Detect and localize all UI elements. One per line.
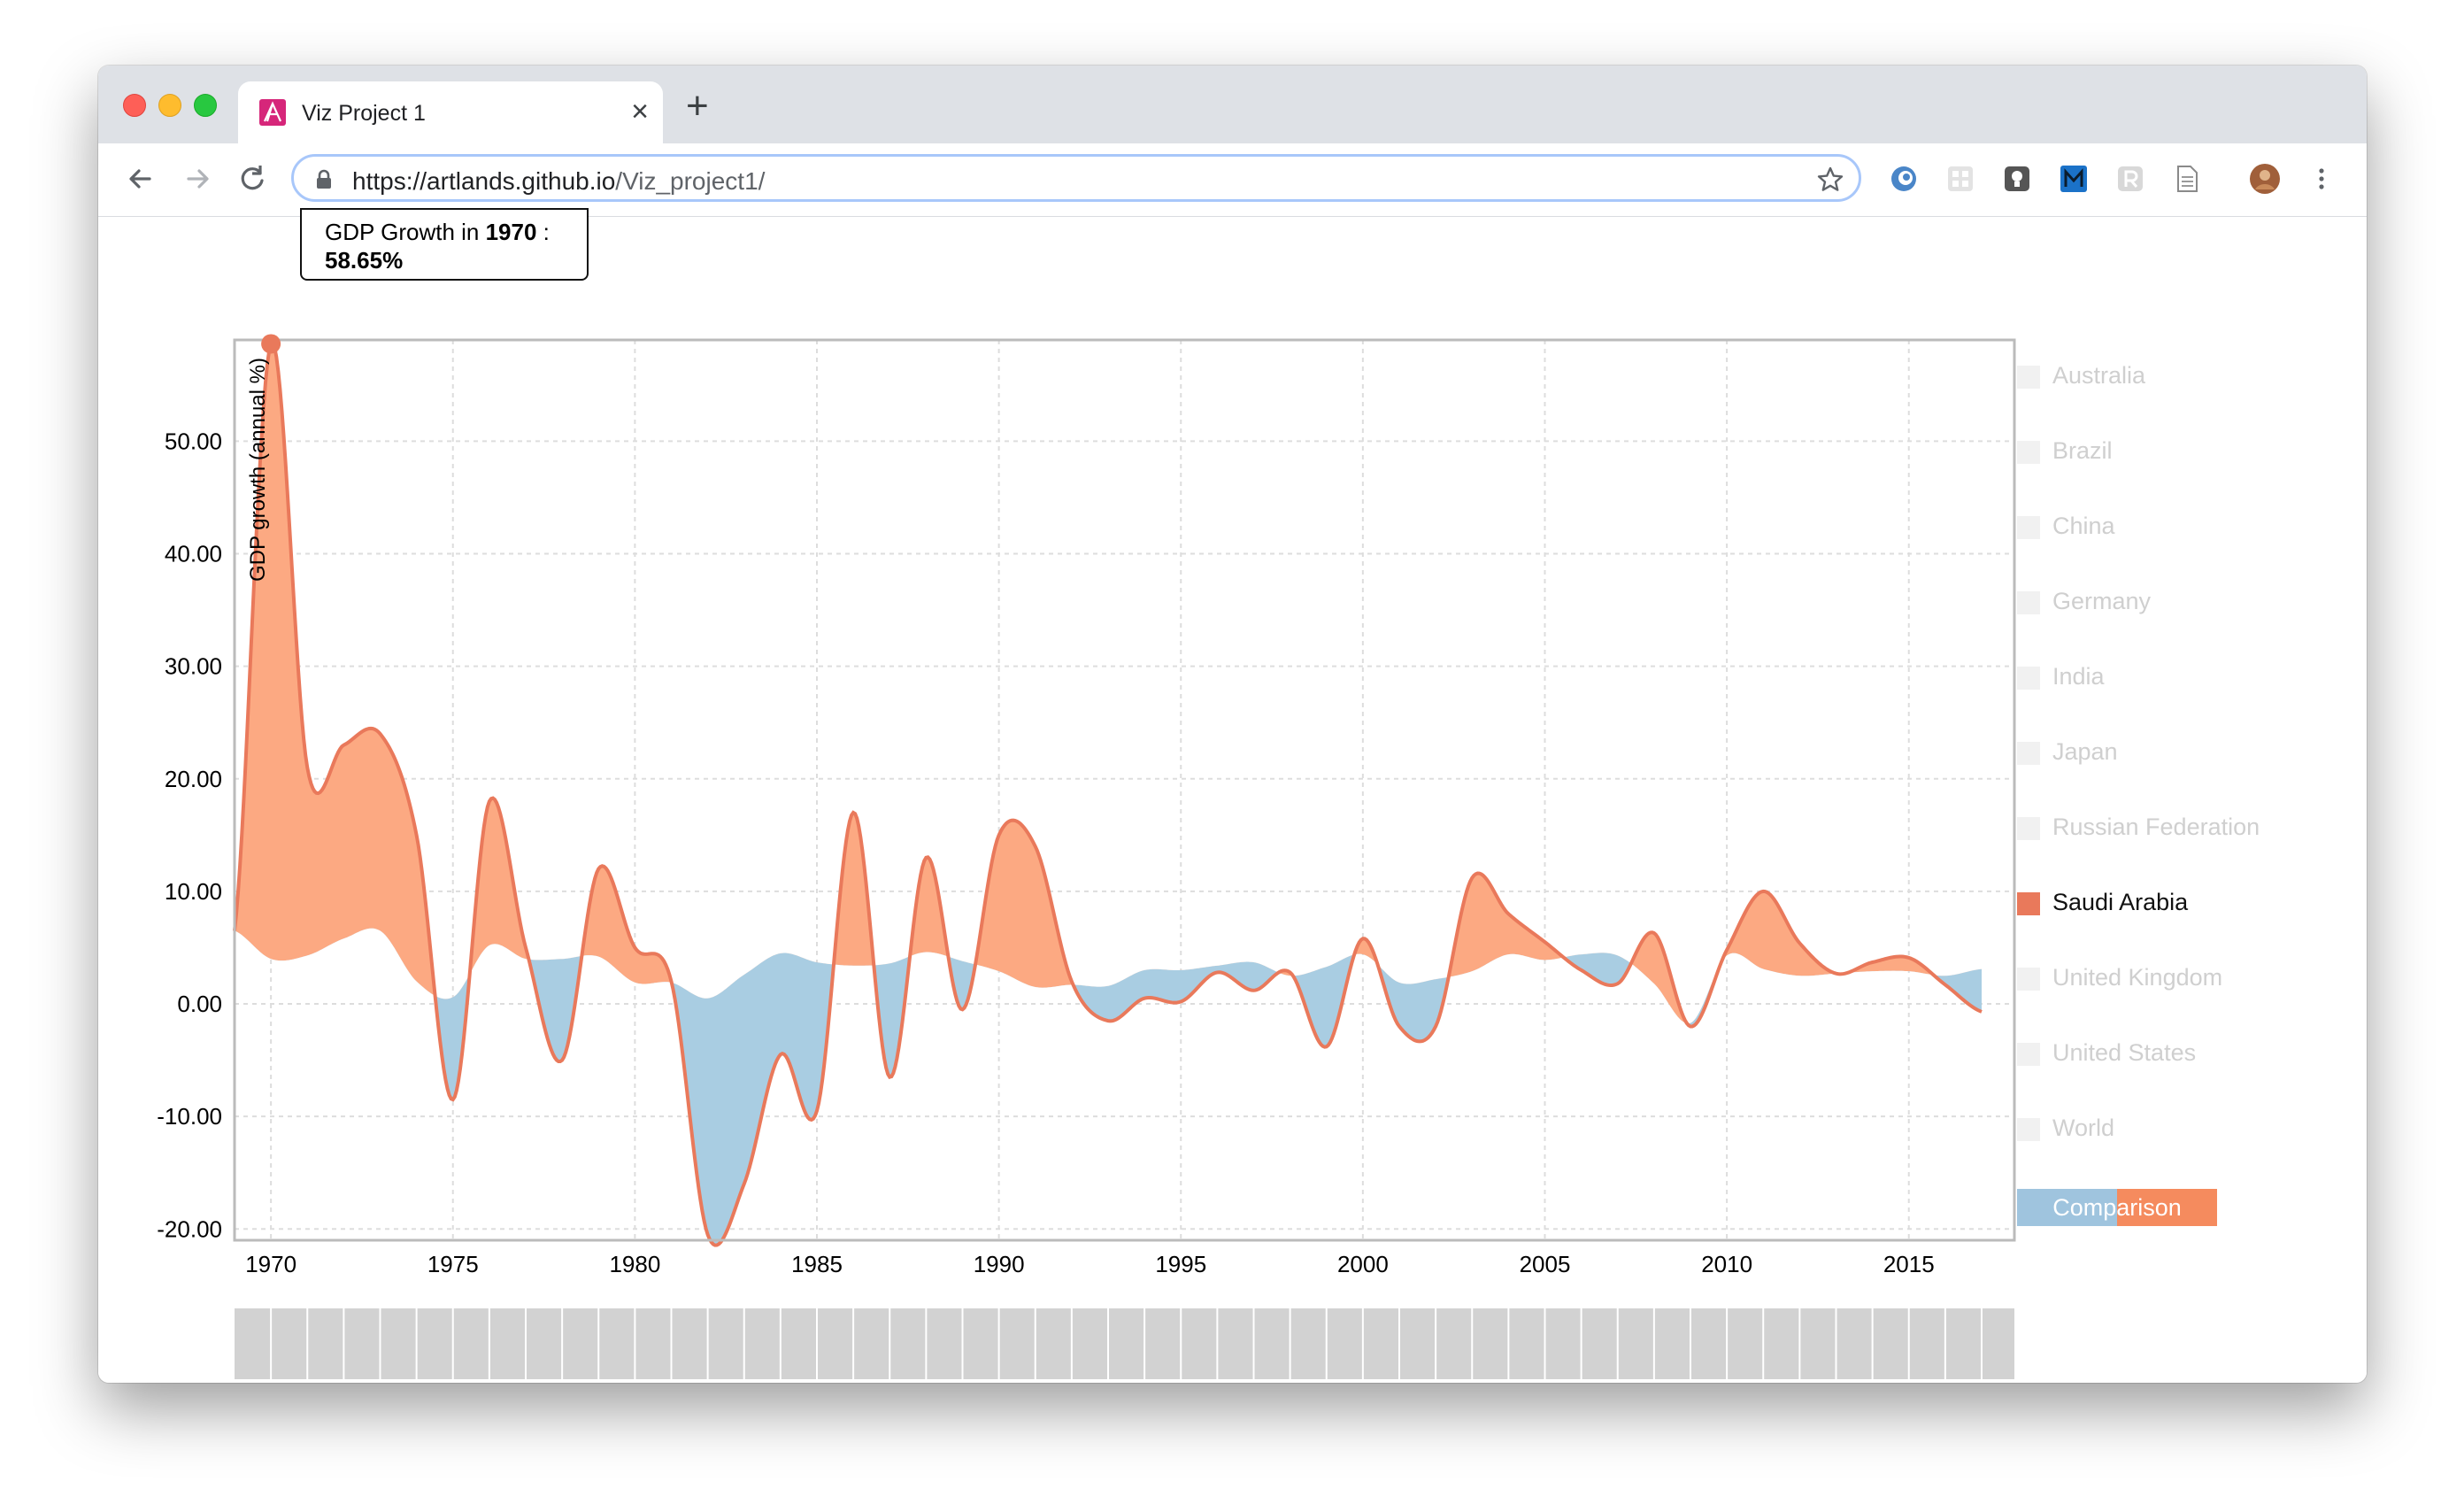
area-above-comparison <box>235 343 1982 1024</box>
highlight-point-layer <box>261 334 281 354</box>
x-tick-label: 1970 <box>245 1251 296 1277</box>
legend-label: India <box>2052 663 2105 690</box>
x-tick-label: 2000 <box>1337 1251 1389 1277</box>
y-tick-label: 0.00 <box>177 991 222 1017</box>
legend-label: Brazil <box>2052 437 2113 464</box>
tooltip-suffix: : <box>536 219 550 245</box>
close-window-button[interactable] <box>123 94 146 117</box>
y-tick-label: 20.00 <box>165 766 222 792</box>
x-tick-label: 1980 <box>609 1251 660 1277</box>
y-tick-label: 50.00 <box>165 428 222 454</box>
chart-grid <box>235 340 2014 1240</box>
x-tick-label: 2010 <box>1701 1251 1752 1277</box>
legend-label: Saudi Arabia <box>2052 889 2189 915</box>
legend-label: United States <box>2052 1039 2197 1066</box>
gdp-growth-chart: -20.00 -10.00 0.00 10.00 20.00 30.00 40.00 50.0… <box>157 334 2016 1383</box>
lock-icon <box>317 169 331 189</box>
legend-checkbox[interactable] <box>2017 667 2040 690</box>
legend-label: United Kingdom <box>2052 964 2223 991</box>
y-axis-label: GDP growth (annual %) <box>246 358 270 582</box>
legend-checkbox[interactable] <box>2017 742 2040 765</box>
extension-grid-icon[interactable] <box>1944 163 1976 195</box>
y-tick-label: 10.00 <box>165 878 222 905</box>
browser-tab[interactable]: Viz Project 1 × <box>238 81 663 143</box>
legend-checkbox[interactable] <box>2017 591 2040 614</box>
legend-label: World <box>2052 1115 2115 1141</box>
bookmark-star-icon[interactable] <box>1816 166 1844 194</box>
y-tick-label: 40.00 <box>165 541 222 567</box>
extension-swirl-icon[interactable] <box>1888 163 1920 195</box>
browser-menu-icon[interactable] <box>2306 163 2337 195</box>
legend-checkbox[interactable] <box>2017 968 2040 991</box>
x-axis: 1970 1975 1980 1985 1990 1995 2000 2005 2010 2015 <box>245 1251 1934 1277</box>
minimize-window-button[interactable] <box>158 94 181 117</box>
highlight-point[interactable] <box>261 334 281 354</box>
title-bar: Viz Project 1 × + <box>98 66 2367 143</box>
y-tick-label: -20.00 <box>157 1215 222 1242</box>
legend-label: China <box>2052 513 2115 539</box>
extension-r-icon[interactable] <box>2114 163 2146 195</box>
y-tick-label: -10.00 <box>157 1103 222 1130</box>
extension-bulb-icon[interactable] <box>2001 163 2033 195</box>
reload-icon[interactable] <box>233 159 272 198</box>
extension-m-icon[interactable] <box>2058 163 2090 195</box>
url-host: https://artlands.github.io <box>352 167 616 195</box>
y-tick-label: 30.00 <box>165 653 222 680</box>
maximize-window-button[interactable] <box>194 94 217 117</box>
legend-checkbox[interactable] <box>2017 441 2040 464</box>
legend-label: Japan <box>2052 738 2118 765</box>
series-line-saudi-arabia <box>233 340 1983 1247</box>
legend-label: Russian Federation <box>2052 814 2260 840</box>
tooltip-title: GDP Growth in 1970 : <box>325 219 550 246</box>
gdp-tooltip: GDP Growth in 1970 : 58.65% <box>300 208 589 281</box>
profile-avatar[interactable] <box>2249 163 2281 195</box>
legend-label: Germany <box>2052 588 2152 614</box>
legend-checkbox[interactable] <box>2017 817 2040 840</box>
x-tick-label: 1990 <box>974 1251 1025 1277</box>
legend-checkbox[interactable] <box>2017 892 2040 915</box>
site-favicon-icon <box>259 99 286 126</box>
url-text[interactable]: https://artlands.github.io/Viz_project1/ <box>352 167 765 196</box>
chart-lines <box>233 340 1983 1247</box>
brush-track[interactable] <box>235 1308 2014 1379</box>
legend-label: Australia <box>2052 362 2146 389</box>
chart-areas <box>235 343 1982 1246</box>
legend-checkbox[interactable] <box>2017 1043 2040 1066</box>
tab-title: Viz Project 1 <box>302 101 426 126</box>
tooltip-year: 1970 <box>485 219 537 245</box>
url-path: /Viz_project1/ <box>615 167 766 195</box>
browser-window: Viz Project 1 × + https://artlands.githu… <box>98 66 2367 1383</box>
address-bar[interactable]: https://artlands.github.io/Viz_project1/ <box>291 154 1861 202</box>
back-arrow-icon[interactable] <box>121 159 160 198</box>
forward-arrow-icon[interactable] <box>178 159 217 198</box>
browser-toolbar: https://artlands.github.io/Viz_project1/ <box>98 143 2367 217</box>
page-content: -20.00 -10.00 0.00 10.00 20.00 30.00 40.00 50.0… <box>98 208 2367 1383</box>
y-axis: -20.00 -10.00 0.00 10.00 20.00 30.00 40.00 50.0… <box>157 428 222 1242</box>
plot-frame <box>233 338 2016 1242</box>
x-tick-label: 1995 <box>1155 1251 1206 1277</box>
extension-document-icon[interactable] <box>2171 163 2203 195</box>
tab-close-icon[interactable]: × <box>631 95 649 128</box>
tooltip-value: 58.65% <box>325 247 404 274</box>
tooltip-prefix: GDP Growth in <box>325 219 486 245</box>
x-tick-label: 2015 <box>1883 1251 1935 1277</box>
x-tick-label: 1975 <box>427 1251 479 1277</box>
legend-checkbox[interactable] <box>2017 366 2040 389</box>
x-tick-label: 1985 <box>791 1251 843 1277</box>
legend-checkbox[interactable] <box>2017 516 2040 539</box>
area-below-comparison <box>235 928 1982 1246</box>
x-tick-label: 2005 <box>1520 1251 1571 1277</box>
legend-checkbox[interactable] <box>2017 1118 2040 1141</box>
comparison-button[interactable]: Comparison <box>2017 1189 2217 1226</box>
new-tab-button[interactable]: + <box>686 84 709 127</box>
